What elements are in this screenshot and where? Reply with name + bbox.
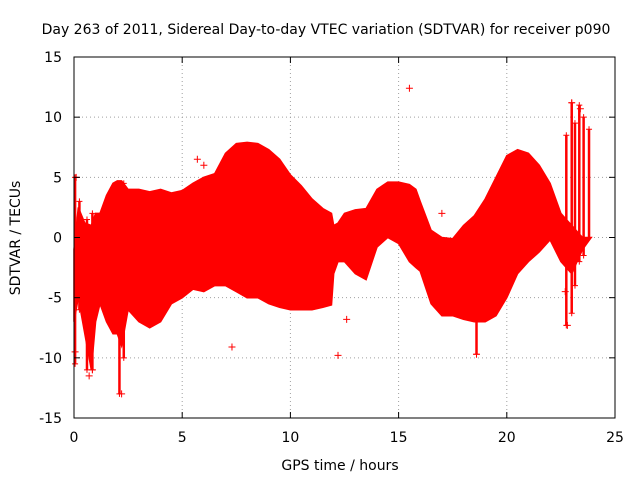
data-point (71, 348, 79, 356)
data-point (423, 252, 431, 260)
x-tick-label: 20 (498, 430, 516, 446)
data-point (571, 282, 578, 289)
data-point (438, 209, 446, 217)
data-series (72, 99, 593, 397)
x-axis-label: GPS time / hours (281, 458, 398, 474)
x-tick-label: 5 (178, 430, 187, 446)
data-point (580, 252, 587, 259)
y-tick-label: 5 (53, 170, 62, 186)
data-point (118, 390, 126, 398)
y-tick-labels: 15 10 5 0 -5 -10 -15 (39, 50, 62, 427)
data-point (116, 186, 123, 193)
data-point (568, 310, 575, 317)
y-tick-label: 10 (44, 110, 62, 126)
data-point (576, 105, 584, 113)
data-point (193, 155, 201, 163)
data-point (563, 321, 571, 329)
data-point (120, 354, 127, 361)
data-point (576, 258, 583, 265)
data-point (120, 180, 127, 187)
data-point (561, 288, 569, 296)
outlier-points (71, 84, 584, 398)
x-tick-label: 15 (390, 430, 408, 446)
data-band (73, 141, 593, 371)
data-point (568, 99, 576, 107)
data-point (586, 126, 593, 133)
data-point (576, 102, 583, 109)
x-tick-label: 10 (281, 430, 299, 446)
data-point (473, 350, 481, 358)
y-tick-label: -5 (48, 291, 62, 307)
data-point (89, 210, 96, 217)
x-tick-label: 0 (70, 430, 79, 446)
y-tick-label: -10 (39, 351, 62, 367)
y-tick-label: -15 (39, 411, 62, 427)
data-point (343, 315, 351, 323)
chart-title: Day 263 of 2011, Sidereal Day-to-day VTE… (42, 22, 611, 38)
data-point (76, 306, 83, 313)
data-point (76, 198, 83, 205)
data-point (72, 360, 79, 367)
data-point (200, 161, 208, 169)
y-tick-label: 0 (53, 231, 62, 247)
data-point (571, 120, 578, 127)
y-tick-label: 15 (44, 50, 62, 66)
data-point (580, 114, 587, 121)
data-point (88, 366, 96, 374)
data-point (85, 372, 93, 380)
y-axis-label: SDTVAR / TECUs (8, 181, 24, 296)
data-point (83, 216, 90, 223)
x-tick-labels: 0 5 10 15 20 25 (70, 430, 624, 446)
axis-ticks (73, 56, 616, 419)
data-point (586, 234, 593, 241)
data-point (228, 343, 236, 351)
data-point (405, 84, 413, 92)
data-point (563, 132, 570, 139)
x-tick-label: 25 (606, 430, 624, 446)
data-point (473, 312, 480, 319)
data-point (334, 351, 342, 359)
